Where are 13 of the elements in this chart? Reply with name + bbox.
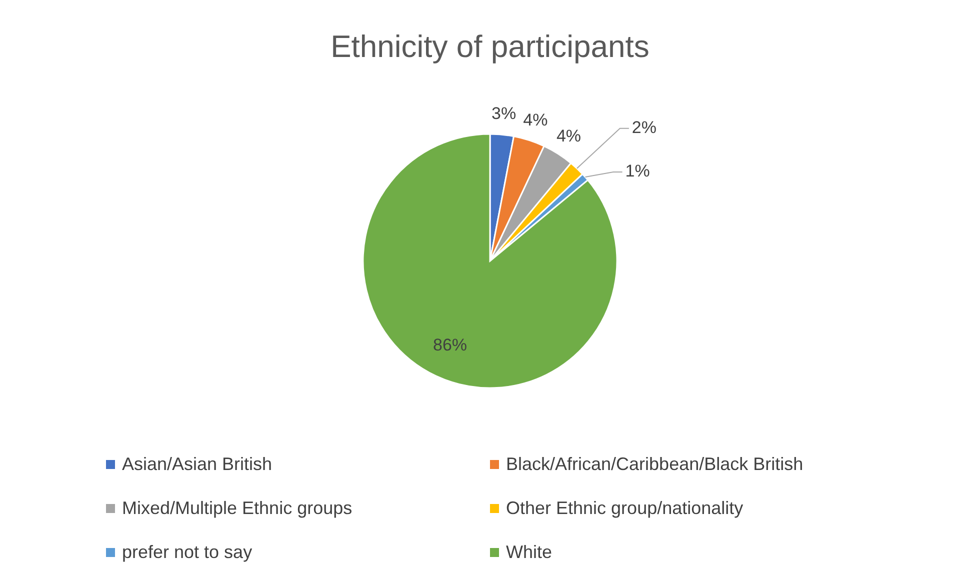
data-label: 1% xyxy=(625,162,650,180)
legend-label: Black/African/Caribbean/Black British xyxy=(506,454,804,474)
data-label: 86% xyxy=(432,336,467,355)
legend-label: prefer not to say xyxy=(122,542,252,562)
chart-title: Ethnicity of participants xyxy=(330,29,650,64)
legend-label: Mixed/Multiple Ethnic groups xyxy=(122,498,352,518)
data-label: 3% xyxy=(492,104,516,124)
data-label: 4% xyxy=(556,126,582,146)
legend-label: Other Ethnic group/nationality xyxy=(506,498,744,518)
legend-label: White xyxy=(506,542,552,562)
legend-label: Asian/Asian British xyxy=(122,454,272,474)
data-label: 2% xyxy=(632,118,657,137)
data-label: 4% xyxy=(523,110,548,130)
